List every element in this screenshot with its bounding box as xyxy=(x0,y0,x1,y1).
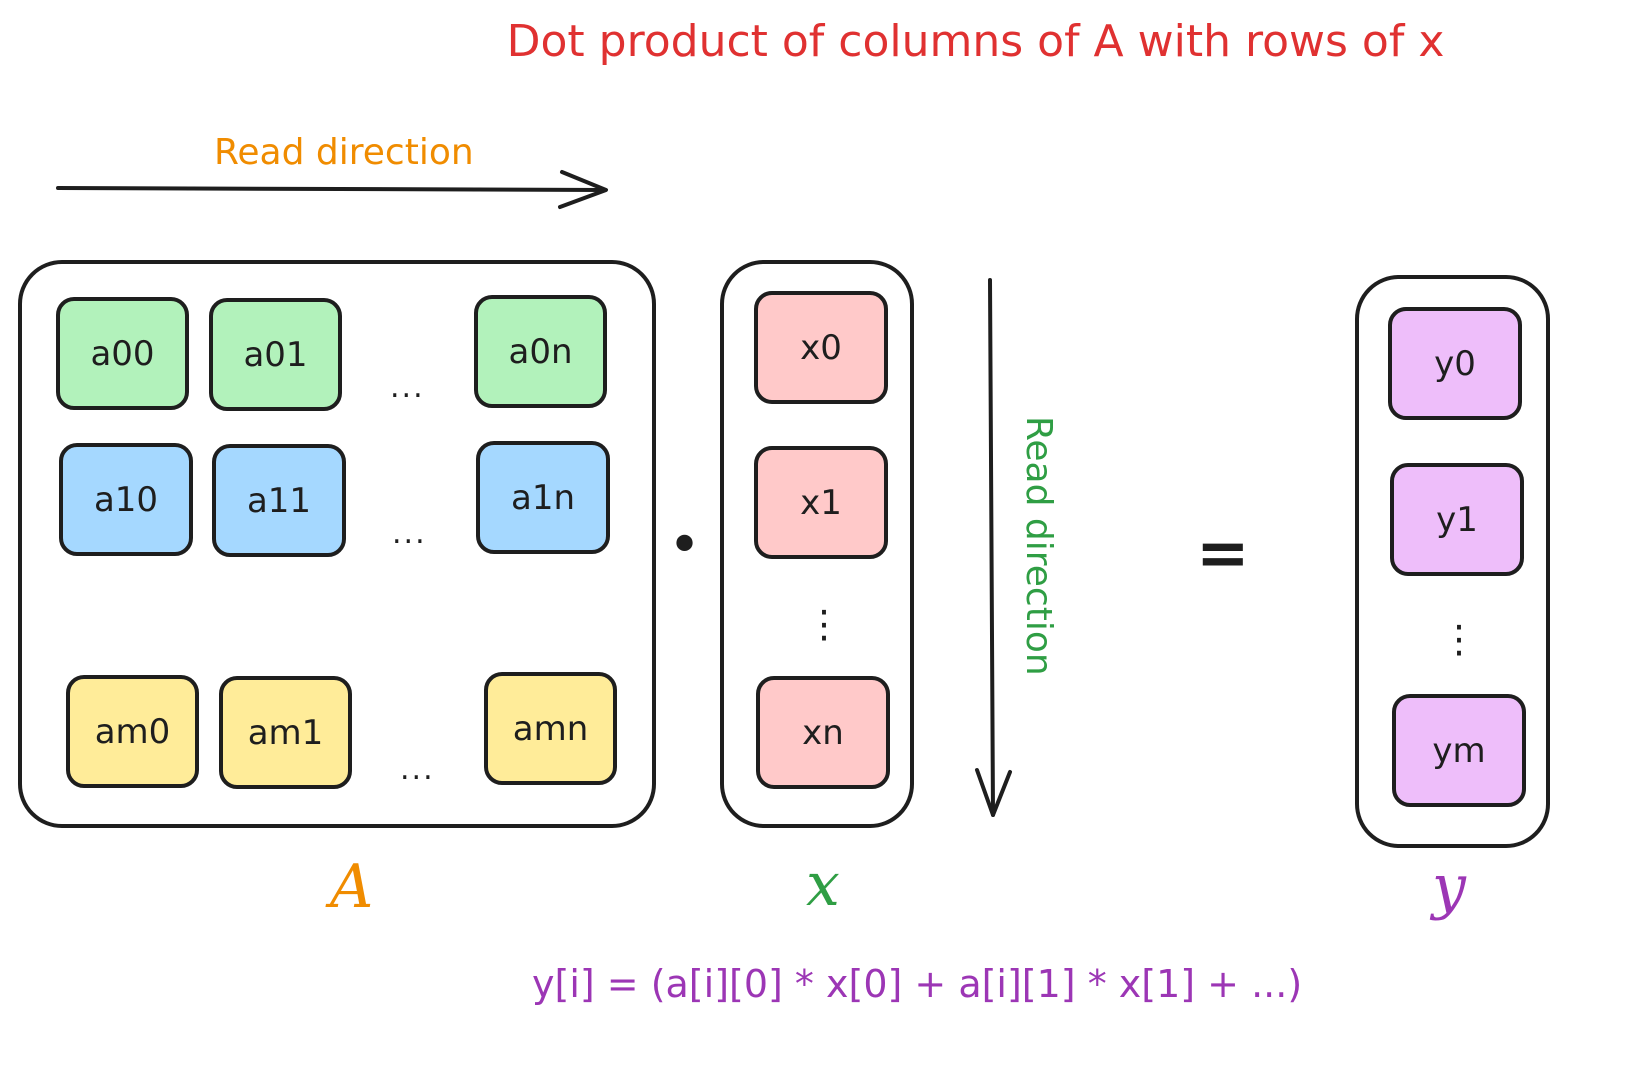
vector-x-cell: x0 xyxy=(754,291,888,404)
matrix-a-cell: a11 xyxy=(212,444,346,557)
matrix-a-cell: a1n xyxy=(476,441,610,554)
vector-x-vertical-ellipsis: ⋮ xyxy=(805,602,843,646)
matrix-a-cell: a10 xyxy=(59,443,193,556)
diagram-title: Dot product of columns of A with rows of… xyxy=(506,16,1445,67)
row-ellipsis: ... xyxy=(390,370,425,405)
row-ellipsis: ... xyxy=(400,752,435,787)
vector-y-cell: y1 xyxy=(1390,463,1524,576)
vertical-arrow-icon xyxy=(975,278,1012,817)
read-direction-vertical-label: Read direction xyxy=(1018,416,1059,676)
formula: y[i] = (a[i][0] * x[0] + a[i][1] * x[1] … xyxy=(532,962,1303,1006)
read-direction-horizontal-label: Read direction xyxy=(214,132,474,173)
matrix-a-cell: a01 xyxy=(209,298,342,411)
vector-y-cell: y0 xyxy=(1388,307,1522,420)
vector-y-label: y xyxy=(1432,852,1466,922)
vector-x-cell: x1 xyxy=(754,446,888,559)
matrix-a-cell: am0 xyxy=(66,675,199,788)
matrix-a-cell: am1 xyxy=(219,676,352,789)
vector-y-cell: ym xyxy=(1392,694,1526,807)
vector-x-label: x xyxy=(806,850,840,920)
matrix-a-label: A xyxy=(330,852,374,922)
matrix-a-cell: a00 xyxy=(56,297,189,410)
row-ellipsis: ... xyxy=(392,516,427,551)
dot-operator: • xyxy=(668,513,702,578)
vector-x-cell: xn xyxy=(756,676,890,789)
horizontal-arrow-icon xyxy=(56,170,608,209)
equals-sign: = xyxy=(1196,517,1250,591)
matrix-a-cell: amn xyxy=(484,672,617,785)
matrix-a-cell: a0n xyxy=(474,295,607,408)
vector-y-vertical-ellipsis: ⋮ xyxy=(1440,617,1478,661)
